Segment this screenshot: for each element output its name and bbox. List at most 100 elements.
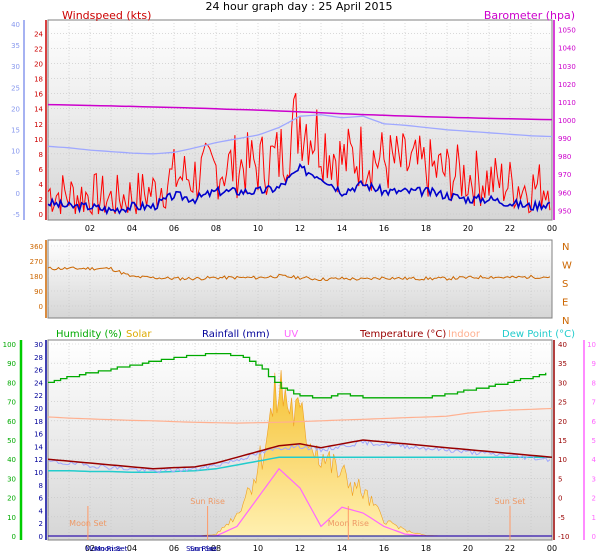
baro-axis-tick: 980 — [558, 153, 571, 161]
temperature-axis-tick: 20 — [558, 418, 567, 426]
x-tick-label: 12 — [295, 224, 305, 233]
gust-axis-tick: 40 — [11, 21, 20, 29]
baro-axis-tick: 1050 — [558, 27, 576, 35]
baro-axis-tick: 1000 — [558, 117, 576, 125]
temperature-axis-tick: 35 — [558, 360, 567, 368]
x-tick-label: 16 — [379, 224, 389, 233]
compass-label: S — [562, 279, 568, 290]
gust-axis-tick: 35 — [11, 42, 20, 50]
legend-label: UV — [284, 329, 298, 340]
wind-axis-label: Windspeed (kts) — [62, 9, 151, 22]
compass-label: W — [562, 261, 572, 272]
series-line-temperature-samples — [47, 439, 551, 474]
rainfall-axis-tick: 4 — [39, 507, 44, 515]
x-tick-label: 20 — [463, 544, 473, 553]
gust-axis-tick: 30 — [11, 63, 20, 71]
rainfall-axis-tick: 6 — [39, 495, 44, 503]
rainfall-axis-tick: 24 — [34, 379, 43, 387]
baro-axis-tick: 970 — [558, 171, 571, 179]
x-tick-label: 14 — [337, 224, 347, 233]
x-tick-label: 10 — [253, 224, 263, 233]
legend-label: Rainfall (mm) — [202, 329, 270, 340]
uv-axis-tick: 0 — [592, 533, 596, 541]
uv-axis-tick: 6 — [592, 418, 597, 426]
humidity-axis-tick: 30 — [7, 475, 16, 483]
astronomical-tick-label: Sun Rise — [186, 545, 216, 553]
direction-axis-tick: 360 — [30, 243, 43, 251]
temperature-axis-tick: 15 — [558, 437, 567, 445]
x-tick-label: 22 — [505, 224, 515, 233]
uv-axis-tick: 7 — [592, 399, 596, 407]
astronomical-tick-label: Moon Rise — [85, 545, 121, 553]
temperature-axis-tick: 0 — [558, 495, 562, 503]
baro-axis-tick: 960 — [558, 189, 571, 197]
temperature-axis-tick: 30 — [558, 379, 567, 387]
uv-axis-tick: 2 — [592, 495, 596, 503]
page-title: 24 hour graph day : 25 April 2015 — [206, 0, 393, 13]
wind-axis-tick: 0 — [39, 211, 43, 219]
wind-axis-tick: 20 — [34, 61, 43, 69]
legend-label: Dew Point (°C) — [502, 329, 575, 340]
legend-label: Temperature (°C) — [359, 329, 446, 340]
wind-axis-tick: 22 — [34, 46, 43, 54]
x-tick-label: 04 — [127, 544, 137, 553]
humidity-axis-tick: 90 — [7, 360, 16, 368]
gust-axis-tick: 5 — [16, 169, 20, 177]
x-tick-label: 08 — [211, 224, 221, 233]
wind-axis-tick: 6 — [39, 166, 44, 174]
uv-axis-tick: 1 — [592, 514, 596, 522]
baro-axis-tick: 1010 — [558, 99, 576, 107]
rainfall-axis-tick: 20 — [34, 405, 43, 413]
series-line-dew-point — [48, 456, 552, 474]
x-tick-label: 22 — [505, 544, 515, 553]
direction-axis-tick: 270 — [30, 258, 43, 266]
wind-axis-tick: 14 — [34, 106, 43, 114]
gust-axis-tick: 0 — [16, 190, 20, 198]
wind-axis-tick: 2 — [39, 196, 43, 204]
x-tick-label: 06 — [169, 224, 179, 233]
x-tick-label: 00 — [547, 544, 557, 553]
gust-axis-tick: 15 — [11, 127, 20, 135]
rainfall-axis-tick: 12 — [34, 456, 43, 464]
humidity-axis-tick: 20 — [7, 495, 16, 503]
humidity-axis-tick: 0 — [12, 533, 16, 541]
uv-axis-tick: 10 — [587, 341, 596, 349]
temperature-axis-tick: 25 — [558, 399, 567, 407]
humidity-axis-tick: 80 — [7, 379, 16, 387]
x-tick-label: 06 — [169, 544, 179, 553]
temperature-axis-tick: 40 — [558, 341, 567, 349]
wind-axis-tick: 8 — [39, 151, 43, 159]
series-line-wind-direction — [47, 266, 551, 282]
x-tick-label: 14 — [337, 544, 347, 553]
series-line-gust-average — [47, 114, 553, 155]
wind-axis-tick: 16 — [34, 91, 43, 99]
series-line-barometer — [47, 103, 553, 121]
legend-label: Humidity (%) — [56, 329, 122, 340]
rainfall-axis-tick: 22 — [34, 392, 43, 400]
rainfall-axis-tick: 10 — [34, 469, 43, 477]
uv-axis-tick: 5 — [592, 437, 596, 445]
wind-axis-tick: 4 — [39, 181, 44, 189]
event-annotation: Moon Rise — [328, 519, 369, 528]
x-tick-label: 02 — [85, 224, 95, 233]
x-tick-label: 02 — [85, 544, 95, 553]
baro-axis-tick: 990 — [558, 135, 571, 143]
humidity-axis-tick: 60 — [7, 418, 16, 426]
x-tick-label: 16 — [379, 544, 389, 553]
legend-label: Solar — [126, 329, 152, 340]
uv-axis-tick: 3 — [592, 475, 596, 483]
compass-label: N — [562, 242, 569, 253]
direction-axis-tick: 180 — [30, 273, 43, 281]
x-tick-label: 18 — [421, 544, 431, 553]
gust-axis-tick: 20 — [11, 105, 20, 113]
humidity-axis-tick: 70 — [7, 399, 16, 407]
wind-axis-tick: 10 — [34, 136, 43, 144]
gust-axis-tick: 10 — [11, 148, 20, 156]
series-line-temperature — [47, 439, 553, 470]
temperature-axis-tick: -10 — [558, 533, 569, 541]
rainfall-axis-tick: 30 — [34, 341, 43, 349]
x-tick-label: 18 — [421, 224, 431, 233]
astronomical-tick-label: Moon Set — [95, 545, 128, 553]
